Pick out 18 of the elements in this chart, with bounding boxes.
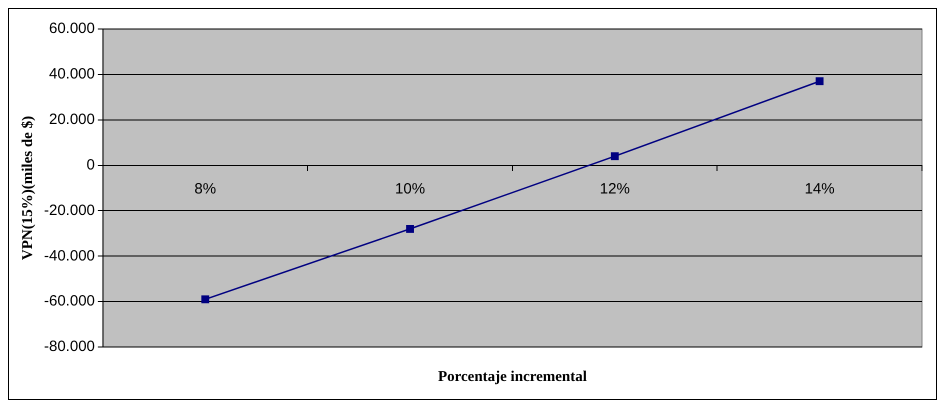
y-axis-title: VPN(15%)(miles de $) <box>20 116 36 260</box>
x-tick-label: 10% <box>395 180 426 198</box>
y-tick-label: -20.000 <box>44 202 95 219</box>
point <box>816 77 824 86</box>
point <box>610 152 619 160</box>
x-tick-label: 12% <box>600 180 630 198</box>
y-tick-label: 40.000 <box>48 66 95 83</box>
x-tick-label: 8% <box>194 180 216 198</box>
x-axis-title: Porcentaje incremental <box>438 368 587 385</box>
y-tick-label: 0 <box>86 156 95 174</box>
x-tick-label: 14% <box>804 180 835 198</box>
y-tick-label: 20.000 <box>48 111 95 128</box>
y-tick-label: 60.000 <box>48 20 95 38</box>
y-tick-label: -40.000 <box>44 247 95 264</box>
y-tick-label: -80.000 <box>44 338 95 356</box>
point <box>406 224 414 233</box>
y-tick-label: -60.000 <box>44 292 95 310</box>
point <box>201 295 210 304</box>
